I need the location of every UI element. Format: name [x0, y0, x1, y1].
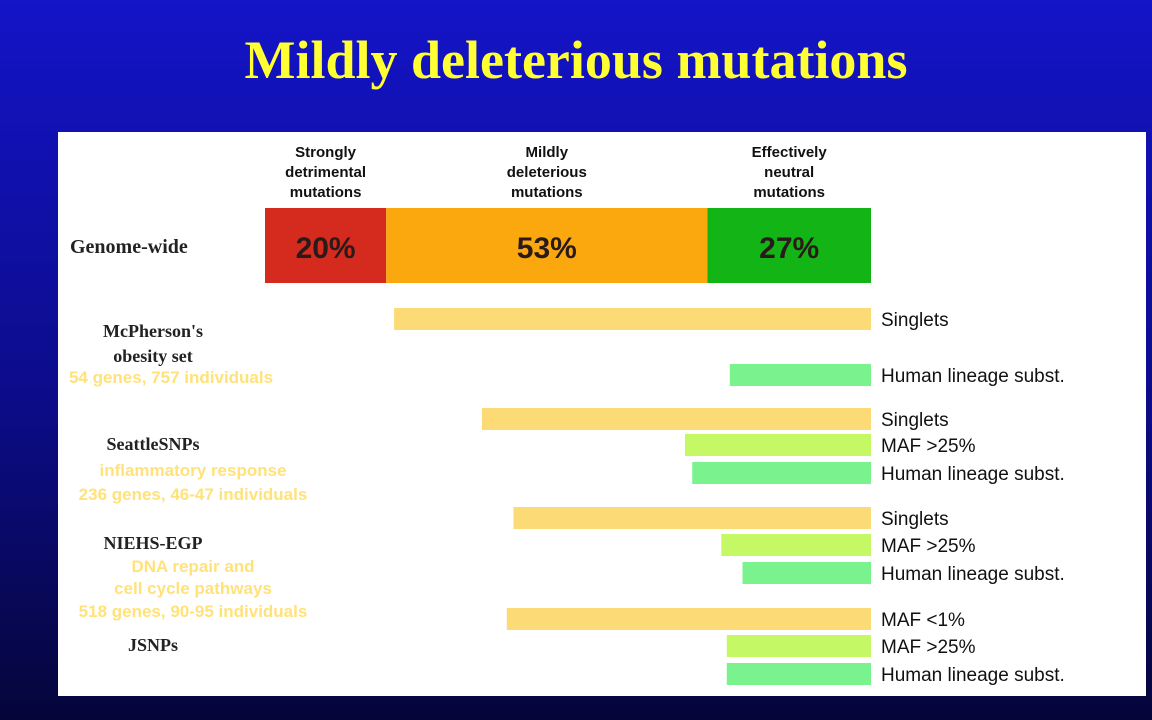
dataset-bar-label: Human lineage subst.: [881, 665, 1065, 686]
dataset-bar: [513, 507, 871, 529]
column-header-line: Effectively: [752, 144, 828, 161]
dataset-bar-label: Singlets: [881, 310, 949, 331]
column-header-line: mutations: [290, 184, 362, 201]
dataset-detail-line: cell cycle pathways: [114, 579, 272, 598]
dataset-title: SeattleSNPs: [107, 434, 200, 454]
column-header-line: Strongly: [295, 144, 356, 161]
dataset-bar: [726, 663, 871, 685]
dataset-bar: [506, 608, 871, 630]
dataset-bar-label: Singlets: [881, 509, 949, 530]
column-header-line: mutations: [511, 184, 583, 201]
dataset-bar: [726, 635, 871, 657]
dataset-bar-label: MAF >25%: [881, 436, 976, 457]
dataset-bar-label: Human lineage subst.: [881, 464, 1065, 485]
genome-wide-segment-label: 20%: [296, 232, 356, 265]
genome-wide-segment: [265, 208, 387, 283]
dataset-bar-label: Human lineage subst.: [881, 564, 1065, 585]
dataset-detail-line: 236 genes, 46-47 individuals: [78, 485, 308, 504]
genome-wide-segment-label: 27%: [759, 232, 819, 265]
dataset-bar: [729, 364, 871, 386]
dataset-bar-label: MAF >25%: [881, 637, 976, 658]
slide-title: Mildly deleterious mutations: [244, 30, 908, 90]
dataset-detail-line: DNA repair and: [131, 557, 255, 576]
chart-svg: Strongly detrimental mutations Mildly delete…: [70, 144, 1065, 686]
dataset-bar-label: MAF <1%: [881, 610, 965, 631]
dataset-bar-label: Human lineage subst.: [881, 366, 1065, 387]
dataset-detail-line: 54 genes, 757 individuals: [68, 368, 274, 387]
genome-wide-segment: [386, 208, 708, 283]
chart-panel: Strongly detrimental mutations Mildly delete…: [58, 132, 1146, 696]
column-header-line: detrimental: [285, 164, 366, 181]
genome-wide-segment-label: 53%: [517, 232, 577, 265]
dataset-bar: [692, 462, 871, 484]
dataset-bar-label: MAF >25%: [881, 536, 976, 557]
dataset-detail-line: 518 genes, 90-95 individuals: [78, 602, 308, 621]
genome-wide-segment: [707, 208, 871, 283]
column-header-line: Mildly: [526, 144, 569, 161]
dataset-bar: [684, 434, 871, 456]
dataset-title: JSNPs: [128, 635, 178, 655]
genome-wide-label: Genome-wide: [70, 236, 188, 258]
dataset-title: NIEHS-EGP: [103, 533, 202, 553]
column-header-line: deleterious: [507, 164, 587, 181]
column-header-line: neutral: [764, 164, 814, 181]
dataset-detail-line: inflammatory response: [99, 461, 287, 480]
column-header-line: mutations: [753, 184, 825, 201]
dataset-title: McPherson's: [103, 321, 203, 341]
dataset-bar: [721, 534, 871, 556]
dataset-bar: [394, 308, 871, 330]
dataset-bar-label: Singlets: [881, 410, 949, 431]
dataset-title: obesity set: [113, 346, 193, 366]
dataset-bar: [742, 562, 871, 584]
dataset-bar: [481, 408, 871, 430]
